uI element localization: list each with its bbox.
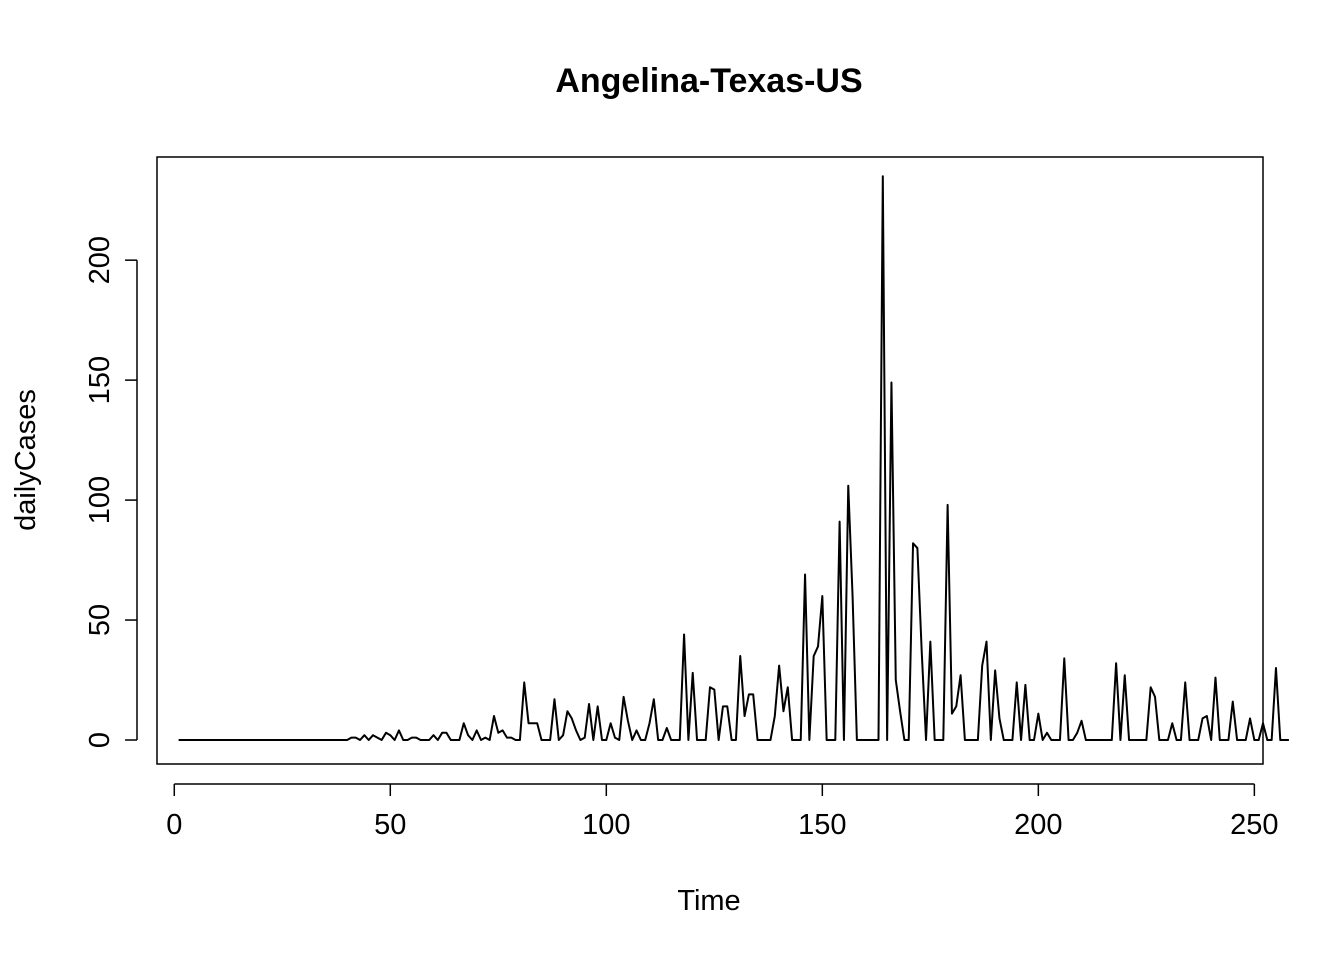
x-axis: 0 50 100 150 200 250: [166, 783, 1279, 841]
x-axis-label: Time: [677, 885, 740, 917]
y-tick-label: 200: [84, 236, 116, 284]
daily-cases-line: [178, 175, 1289, 742]
y-tick-label: 0: [84, 732, 116, 748]
x-tick-label: 250: [1230, 809, 1278, 841]
x-tick-label: 100: [582, 809, 630, 841]
x-tick-label: 200: [1014, 809, 1062, 841]
x-tick-label: 150: [798, 809, 846, 841]
chart-title: Angelina-Texas-US: [555, 62, 862, 100]
y-tick-label: 50: [84, 604, 116, 636]
y-axis-label: dailyCases: [10, 389, 42, 531]
plot-frame: [156, 156, 1264, 765]
x-tick-label: 0: [166, 809, 182, 841]
x-tick-label: 50: [374, 809, 406, 841]
y-tick-label: 100: [84, 476, 116, 524]
y-axis: 0 50 100 150 200: [84, 236, 138, 748]
y-tick-label: 150: [84, 356, 116, 404]
